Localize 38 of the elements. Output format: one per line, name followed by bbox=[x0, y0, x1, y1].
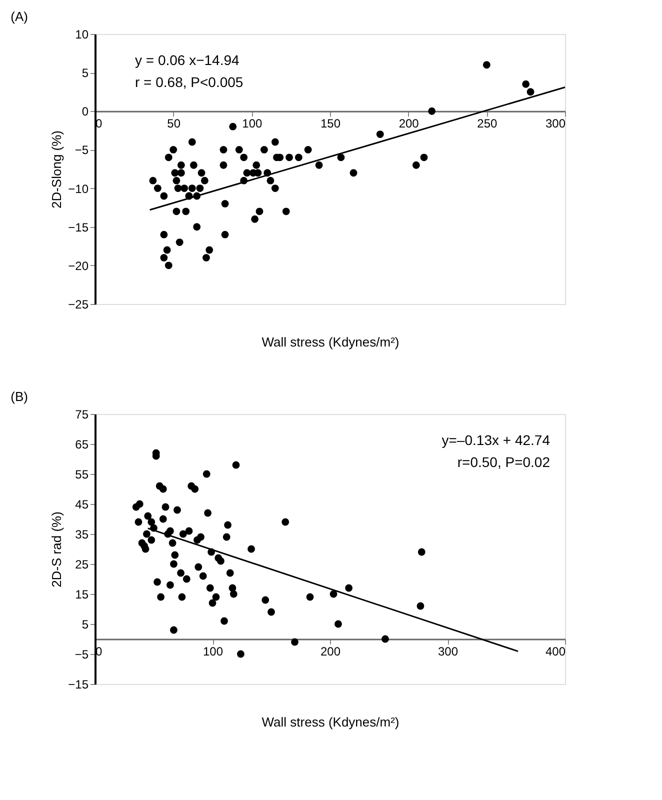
y-tick-label: 65 bbox=[75, 438, 89, 452]
x-tick-label: 300 bbox=[438, 644, 458, 658]
y-tick-label: −15 bbox=[68, 678, 89, 692]
y-tick-label: 5 bbox=[82, 66, 89, 80]
x-tick-label: 200 bbox=[320, 644, 341, 658]
y-tick-label: 0 bbox=[82, 104, 89, 119]
y-tick-label: 75 bbox=[75, 408, 89, 422]
x-tick-label: 100 bbox=[242, 116, 262, 131]
annotation: y=–0.13x + 42.74 bbox=[442, 432, 550, 448]
y-axis-title: 2D-Slong (%) bbox=[49, 130, 64, 209]
y-tick-label: −20 bbox=[68, 258, 89, 273]
annotation: y = 0.06 x−14.94 bbox=[135, 52, 240, 68]
y-tick-label: 10 bbox=[75, 28, 89, 42]
y-tick-label: −5 bbox=[74, 648, 89, 662]
y-axis-title: 2D-S rad (%) bbox=[49, 512, 64, 588]
chart-title: (B) bbox=[10, 389, 28, 404]
x-tick-label: 50 bbox=[167, 116, 181, 131]
y-tick-label: −25 bbox=[68, 298, 89, 312]
x-tick-label: 400 bbox=[545, 644, 566, 658]
y-tick-label: −5 bbox=[74, 143, 89, 158]
x-axis-title: Wall stress (Kdynes/m²) bbox=[262, 334, 400, 350]
y-tick-label: 25 bbox=[75, 558, 89, 572]
chart-title: (A) bbox=[10, 9, 28, 24]
x-tick-label: 200 bbox=[398, 116, 420, 131]
annotation: r=0.50, P=0.02 bbox=[457, 454, 550, 470]
y-tick-label: 5 bbox=[82, 618, 89, 632]
x-axis-title: Wall stress (Kdynes/m²) bbox=[262, 714, 400, 730]
y-tick-label: 15 bbox=[75, 588, 89, 602]
y-tick-label: −15 bbox=[68, 220, 89, 234]
annotation: r = 0.68, P<0.005 bbox=[135, 74, 244, 90]
y-tick-label: 45 bbox=[75, 498, 89, 512]
y-tick-label: 35 bbox=[75, 528, 89, 542]
x-tick-label: 100 bbox=[202, 644, 224, 658]
y-tick-label: −10 bbox=[68, 182, 89, 196]
x-tick-label: 300 bbox=[545, 116, 566, 131]
x-tick-label: 150 bbox=[320, 116, 341, 131]
x-tick-label: 250 bbox=[477, 116, 498, 131]
y-tick-label: 55 bbox=[75, 468, 89, 482]
